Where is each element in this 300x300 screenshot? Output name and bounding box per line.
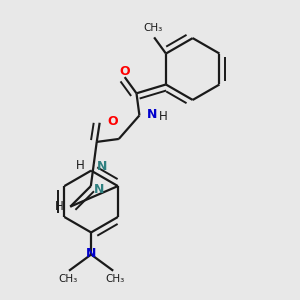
Text: N: N — [86, 248, 96, 260]
Text: N: N — [97, 160, 107, 173]
Text: H: H — [55, 200, 64, 213]
Text: CH₃: CH₃ — [143, 23, 162, 33]
Text: H: H — [76, 159, 85, 172]
Text: CH₃: CH₃ — [58, 274, 77, 284]
Text: O: O — [107, 115, 118, 128]
Text: CH₃: CH₃ — [105, 274, 124, 284]
Text: H: H — [159, 110, 167, 123]
Text: N: N — [147, 108, 157, 121]
Text: O: O — [119, 65, 130, 78]
Text: N: N — [94, 182, 104, 196]
